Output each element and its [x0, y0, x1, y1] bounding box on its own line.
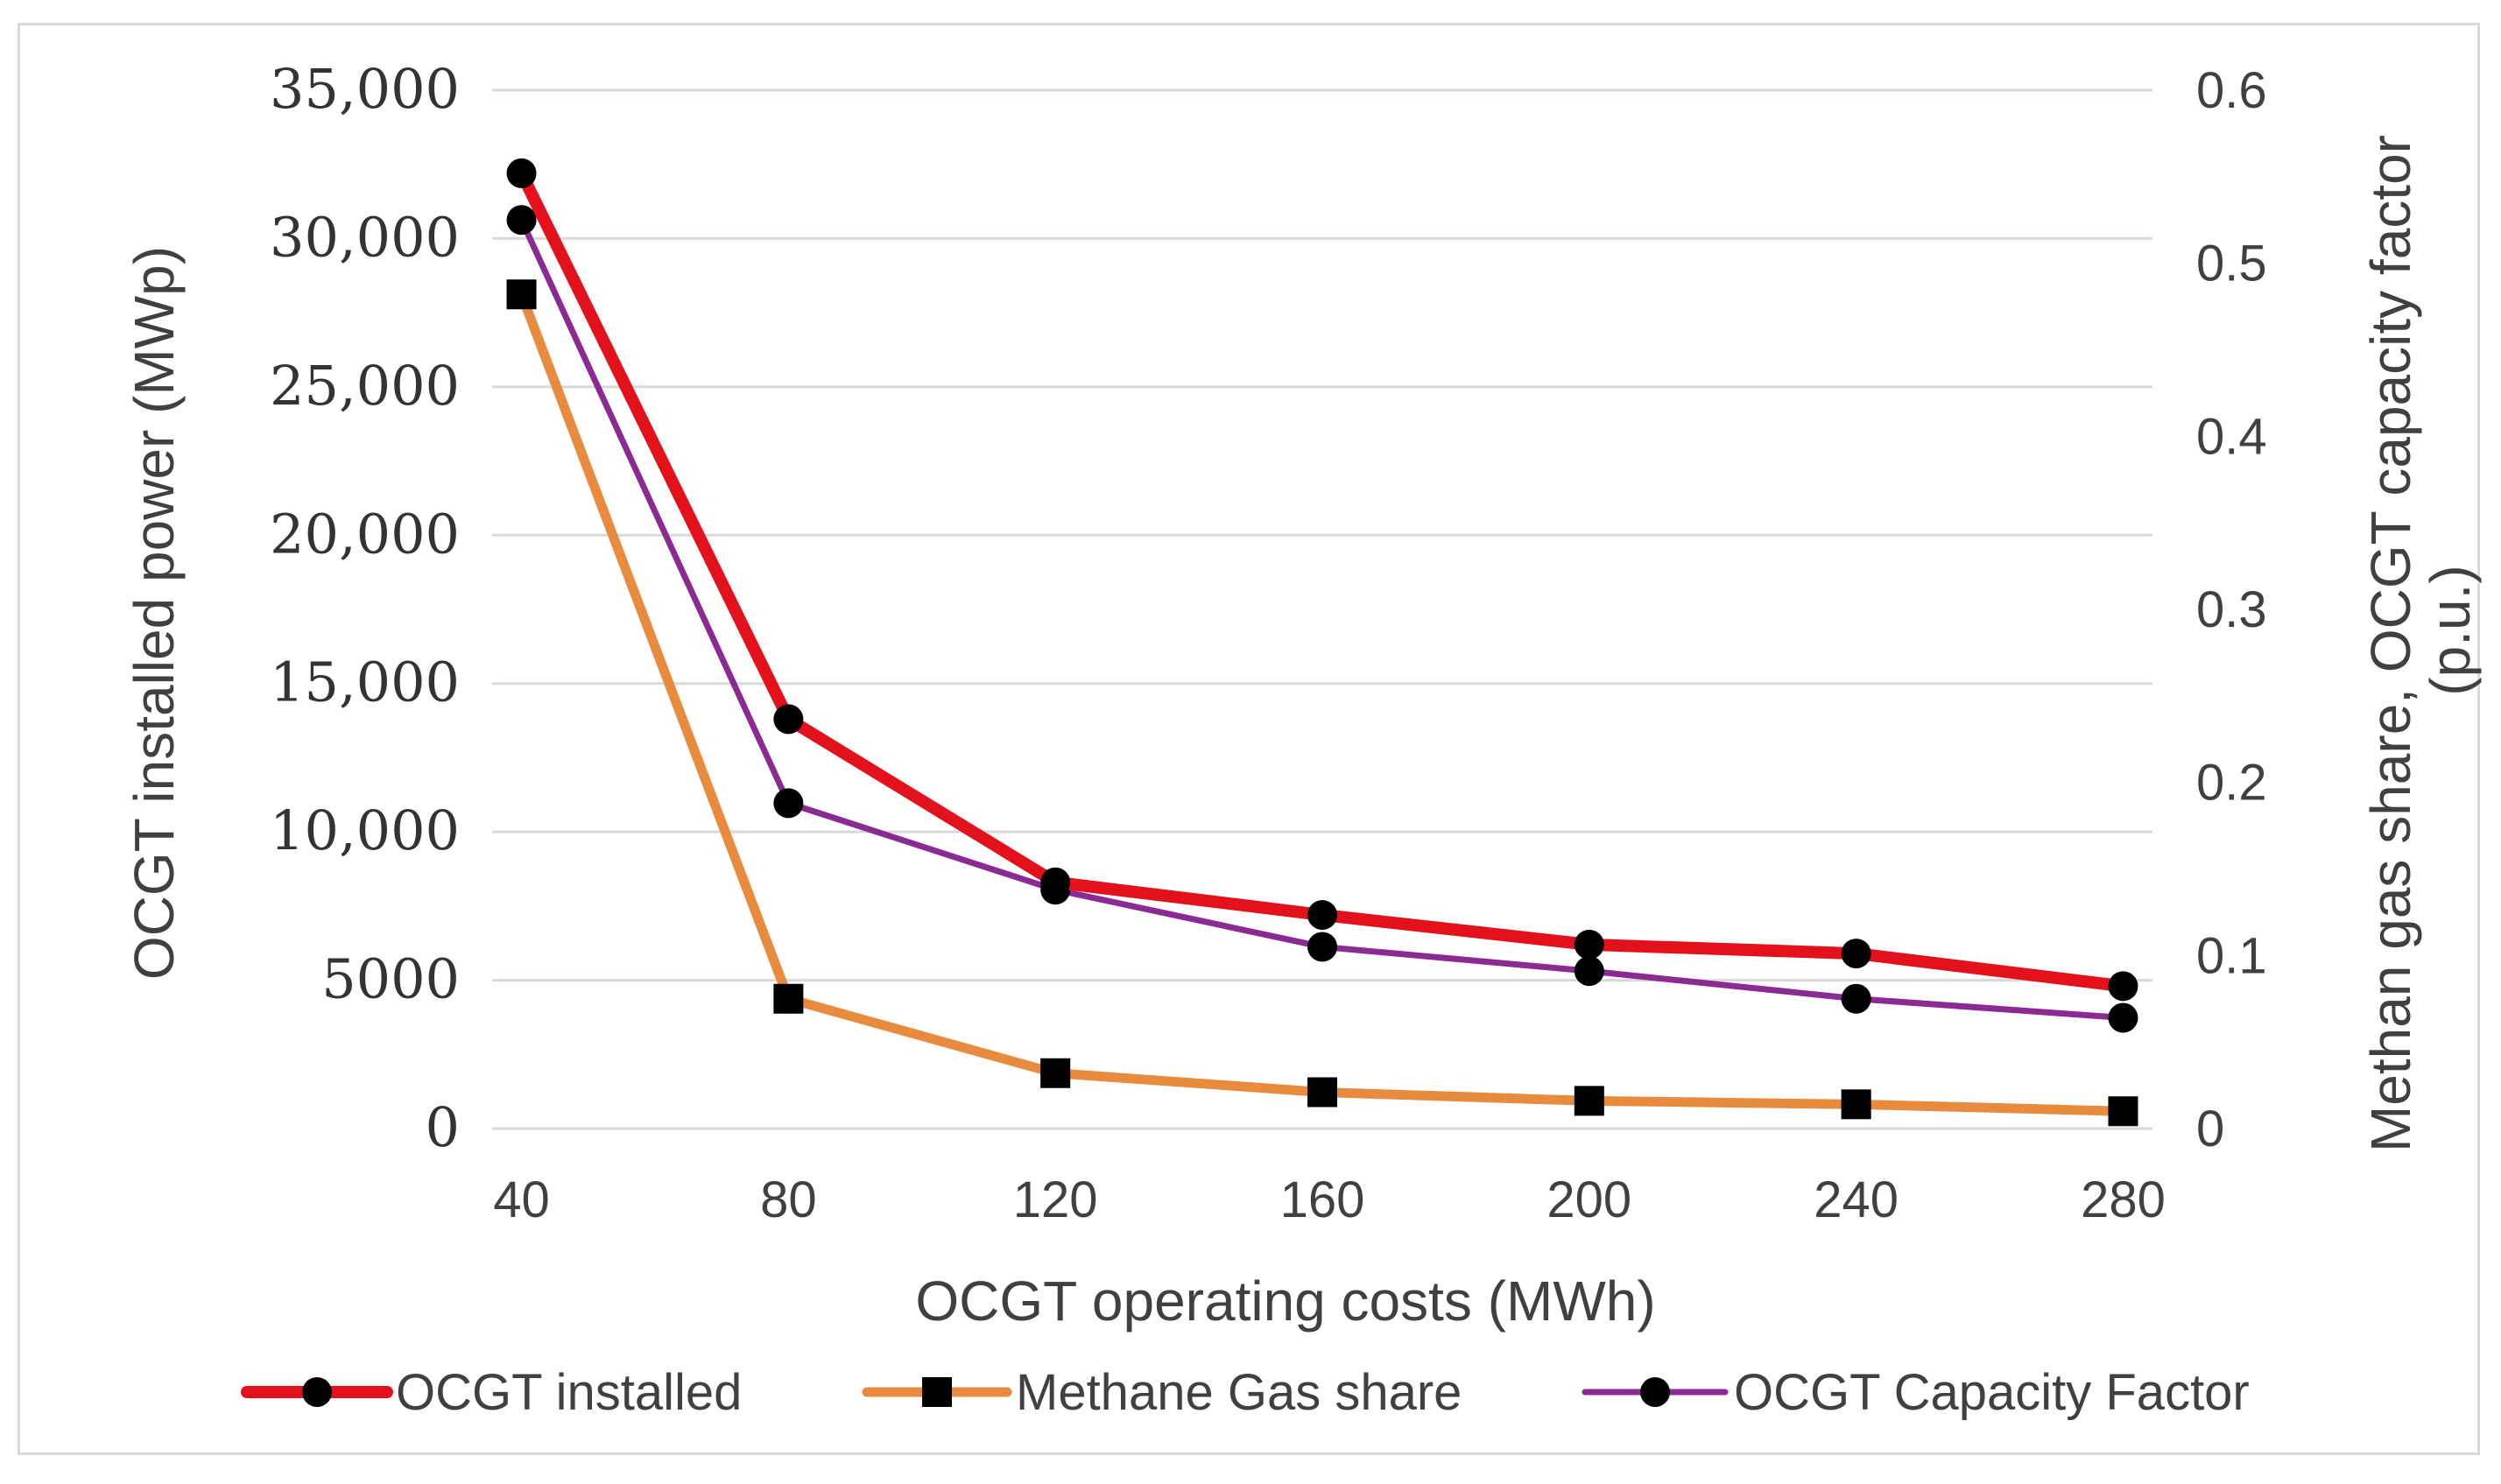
y-left-tick-label: 5000: [321, 947, 460, 1011]
legend: OCGT installed Methane Gas share OCGT Capa…: [241, 1364, 2250, 1421]
ocgt-installed-point: [2108, 971, 2138, 1002]
methane-gas-share-point: [1307, 1077, 1337, 1108]
methane-gas-share-line: [517, 289, 2128, 1116]
legend-marker: [1640, 1377, 1670, 1407]
y-right-tick-label: 0.4: [2196, 408, 2267, 465]
legend-marker: [302, 1377, 332, 1407]
x-axis-ticks: 40 80 120 160 200 240 280: [493, 1171, 2166, 1228]
series-methane-gas-share: [506, 279, 2138, 1127]
ocgt-installed-point: [506, 158, 537, 188]
y-left-tick-label: 20,000: [270, 502, 460, 566]
gridlines: [492, 88, 2152, 1130]
series-ocgt-installed: [506, 158, 2138, 1002]
methane-gas-share-point: [773, 983, 804, 1014]
y-axis-right-title-line-2: (p.u.): [2419, 565, 2482, 695]
ocgt-capacity-factor-point: [506, 205, 537, 236]
y-left-tick-label: 30,000: [270, 205, 460, 269]
y-right-tick-label: 0.2: [2196, 755, 2267, 812]
methane-gas-share-point: [1841, 1089, 1871, 1120]
legend-item-ocgt-installed: OCGT installed: [241, 1364, 742, 1421]
y-right-tick-label: 0.6: [2196, 62, 2267, 119]
x-tick-label: 120: [1013, 1171, 1098, 1228]
y-right-tick-label: 0.1: [2196, 927, 2267, 984]
series-layer: [506, 158, 2138, 1127]
legend-label: OCGT Capacity Factor: [1734, 1364, 2250, 1421]
ocgt-installed-point: [1574, 929, 1604, 960]
y-right-tick-label: 0.5: [2196, 236, 2267, 292]
x-tick-label: 240: [1814, 1171, 1899, 1228]
y-right-tick-label: 0.3: [2196, 581, 2267, 638]
methane-gas-share-point: [506, 279, 537, 310]
ocgt-installed-line: [515, 166, 2130, 993]
x-tick-label: 200: [1546, 1171, 1631, 1228]
ocgt-capacity-factor-point: [2108, 1002, 2138, 1033]
ocgt-installed-point: [1307, 900, 1337, 931]
legend-item-ocgt-capacity-factor: OCGT Capacity Factor: [1582, 1364, 2250, 1421]
y-left-tick-label: 15,000: [270, 651, 460, 714]
legend-label: OCGT installed: [396, 1364, 742, 1421]
legend-marker: [922, 1377, 952, 1407]
x-tick-label: 80: [760, 1171, 817, 1228]
left-axis-ticks: 0 5000 10,000 15,000 20,000 25,000 30,000 35,00…: [270, 57, 460, 1159]
ocgt-installed-point: [1040, 867, 1071, 897]
y-axis-right-title-line-1: Methan gas share, OCGT capacity factor: [2359, 135, 2422, 1152]
y-left-tick-label: 35,000: [270, 57, 460, 121]
ocgt-capacity-factor-point: [773, 788, 804, 819]
ocgt-capacity-factor-point: [1841, 983, 1871, 1014]
y-axis-left-title: OCGT installed power (MWp): [123, 246, 186, 980]
ocgt-capacity-factor-point: [1307, 932, 1337, 962]
methane-gas-share-point: [1040, 1058, 1071, 1088]
y-left-tick-label: 10,000: [270, 798, 460, 862]
legend-item-methane-gas-share: Methane Gas share: [862, 1364, 1462, 1421]
ocgt-installed-point: [773, 704, 804, 735]
methane-gas-share-point: [2108, 1096, 2138, 1127]
x-axis-title: OCGT operating costs (MWh): [915, 1269, 1655, 1333]
y-right-tick-label: 0: [2196, 1101, 2224, 1157]
ocgt-capacity-factor-line: [518, 216, 2126, 1021]
right-axis-ticks: 0 0.1 0.2 0.3 0.4 0.5 0.6: [2196, 62, 2267, 1157]
legend-label: Methane Gas share: [1016, 1364, 1462, 1421]
x-tick-label: 160: [1280, 1171, 1365, 1228]
ocgt-capacity-factor-point: [1574, 956, 1604, 987]
methane-gas-share-point: [1574, 1086, 1604, 1116]
x-tick-label: 40: [493, 1171, 550, 1228]
x-tick-label: 280: [2081, 1171, 2166, 1228]
chart-frame: [18, 23, 2480, 1455]
ocgt-installed-point: [1841, 939, 1871, 969]
y-left-tick-label: 25,000: [270, 354, 460, 418]
y-left-tick-label: 0: [426, 1095, 460, 1159]
